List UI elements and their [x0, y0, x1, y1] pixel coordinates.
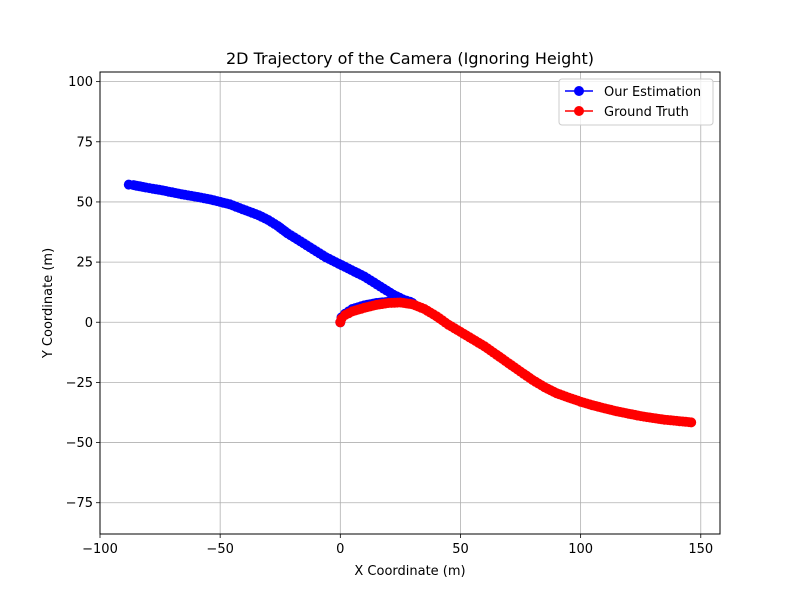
y-tick-label: 50	[76, 195, 93, 210]
y-tick-label: −25	[66, 376, 93, 391]
legend-box	[558, 78, 714, 126]
legend-label-ground-truth: Ground Truth	[604, 105, 689, 120]
y-tick-label: 75	[76, 135, 93, 150]
legend-label-estimation: Our Estimation	[604, 85, 701, 100]
series-point	[123, 179, 134, 190]
y-axis-title: Y Coordinate (m)	[41, 248, 56, 359]
chart-title: 2D Trajectory of the Camera (Ignoring He…	[226, 49, 594, 68]
x-axis-title: X Coordinate (m)	[354, 564, 465, 579]
plot-series	[123, 179, 697, 428]
x-tick-label: 0	[336, 542, 344, 557]
x-tick-label: 50	[452, 542, 469, 557]
series-line	[339, 301, 692, 424]
y-tick-label: −75	[66, 496, 93, 511]
y-tick-label: −50	[66, 436, 93, 451]
y-tick-label: 0	[85, 316, 93, 331]
legend-swatch-marker-ground-truth	[574, 106, 584, 116]
series-point	[686, 417, 697, 428]
y-tick-label: 25	[76, 256, 93, 271]
plot-frame	[99, 71, 721, 535]
legend: Our Estimation Ground Truth	[558, 78, 714, 126]
x-tick-label: 150	[688, 542, 713, 557]
legend-swatch-marker-estimation	[574, 86, 584, 96]
axis-ticks: −100 −50 0 50 100 150 −75 −50 −25 0 25 50 75 100	[66, 75, 714, 557]
x-tick-label: −100	[82, 542, 118, 557]
series-1	[335, 297, 697, 428]
x-tick-label: 100	[568, 542, 593, 557]
series-0	[123, 179, 418, 328]
y-tick-label: 100	[68, 75, 93, 90]
x-tick-label: −50	[206, 542, 233, 557]
